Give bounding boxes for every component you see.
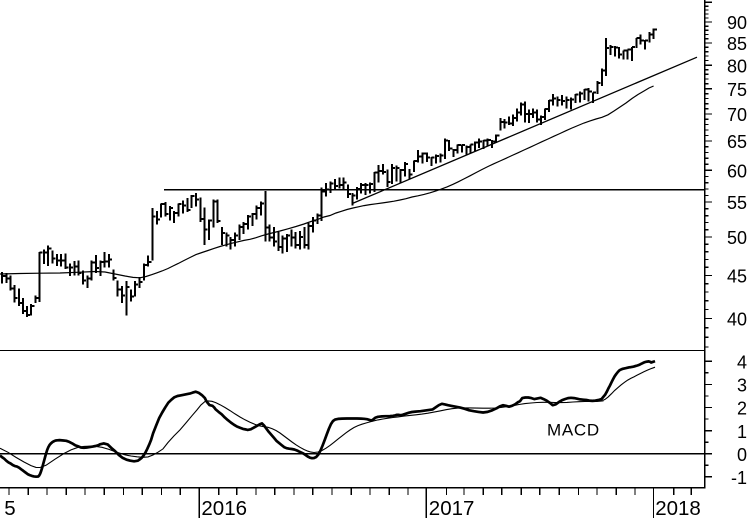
svg-text:2018: 2018 xyxy=(655,497,701,518)
svg-text:65: 65 xyxy=(727,132,747,152)
svg-text:2: 2 xyxy=(737,399,747,419)
svg-text:75: 75 xyxy=(727,80,747,100)
svg-text:0: 0 xyxy=(737,445,747,465)
svg-text:MACD: MACD xyxy=(547,421,600,440)
svg-text:2016: 2016 xyxy=(201,497,247,518)
svg-text:85: 85 xyxy=(727,34,747,54)
svg-text:45: 45 xyxy=(727,267,747,287)
svg-text:70: 70 xyxy=(727,105,747,125)
svg-text:80: 80 xyxy=(727,56,747,76)
svg-text:55: 55 xyxy=(727,193,747,213)
svg-text:3: 3 xyxy=(737,376,747,396)
svg-text:5: 5 xyxy=(4,497,15,518)
svg-text:-1: -1 xyxy=(731,468,747,488)
svg-text:1: 1 xyxy=(737,422,747,442)
svg-text:50: 50 xyxy=(727,228,747,248)
svg-text:40: 40 xyxy=(727,310,747,330)
svg-text:90: 90 xyxy=(727,13,747,33)
svg-text:2017: 2017 xyxy=(429,497,475,518)
svg-text:60: 60 xyxy=(727,161,747,181)
svg-text:4: 4 xyxy=(737,353,747,373)
